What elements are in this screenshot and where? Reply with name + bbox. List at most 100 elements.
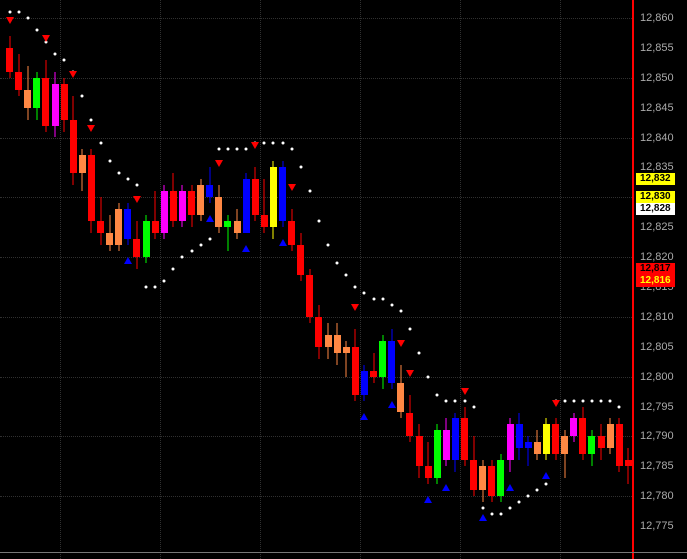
candle[interactable] — [42, 0, 49, 559]
candle[interactable] — [616, 0, 623, 559]
sar-dot — [236, 148, 239, 151]
candle[interactable] — [598, 0, 605, 559]
candle[interactable] — [52, 0, 59, 559]
sar-dot — [536, 489, 539, 492]
candle[interactable] — [234, 0, 241, 559]
candle-body — [461, 418, 468, 460]
candle[interactable] — [224, 0, 231, 559]
candle-body — [552, 424, 559, 454]
candle-body — [124, 209, 131, 239]
candle[interactable] — [170, 0, 177, 559]
sar-dot — [381, 297, 384, 300]
candle[interactable] — [61, 0, 68, 559]
y-axis-label: 12,820 — [640, 251, 674, 263]
candle[interactable] — [152, 0, 159, 559]
candle[interactable] — [143, 0, 150, 559]
sell-arrow-icon — [397, 340, 405, 347]
sell-arrow-icon — [406, 370, 414, 377]
sar-dot — [363, 291, 366, 294]
buy-arrow-icon — [124, 257, 132, 264]
candle[interactable] — [325, 0, 332, 559]
sar-dot — [317, 220, 320, 223]
candle[interactable] — [6, 0, 13, 559]
sar-dot — [590, 399, 593, 402]
candle[interactable] — [516, 0, 523, 559]
candle[interactable] — [315, 0, 322, 559]
candle[interactable] — [343, 0, 350, 559]
candle[interactable] — [279, 0, 286, 559]
candle[interactable] — [607, 0, 614, 559]
candle-body — [625, 460, 632, 466]
candle-body — [52, 84, 59, 126]
candle[interactable] — [133, 0, 140, 559]
sar-dot — [499, 513, 502, 516]
candle[interactable] — [24, 0, 31, 559]
candle[interactable] — [79, 0, 86, 559]
sar-dot — [172, 268, 175, 271]
candle[interactable] — [470, 0, 477, 559]
candle[interactable] — [33, 0, 40, 559]
candle[interactable] — [579, 0, 586, 559]
candle[interactable] — [388, 0, 395, 559]
candle[interactable] — [361, 0, 368, 559]
candle[interactable] — [534, 0, 541, 559]
candle[interactable] — [124, 0, 131, 559]
candle[interactable] — [561, 0, 568, 559]
candle[interactable] — [261, 0, 268, 559]
candle[interactable] — [570, 0, 577, 559]
candle[interactable] — [452, 0, 459, 559]
candle[interactable] — [507, 0, 514, 559]
candle[interactable] — [497, 0, 504, 559]
candle[interactable] — [215, 0, 222, 559]
candle[interactable] — [70, 0, 77, 559]
candle[interactable] — [115, 0, 122, 559]
candle[interactable] — [306, 0, 313, 559]
candle-body — [279, 167, 286, 221]
candle[interactable] — [488, 0, 495, 559]
candle[interactable] — [288, 0, 295, 559]
candle-body — [507, 424, 514, 460]
sar-dot — [245, 148, 248, 151]
sar-dot — [8, 10, 11, 13]
candle[interactable] — [352, 0, 359, 559]
candle[interactable] — [370, 0, 377, 559]
candle[interactable] — [243, 0, 250, 559]
candle[interactable] — [397, 0, 404, 559]
candle[interactable] — [461, 0, 468, 559]
candle[interactable] — [88, 0, 95, 559]
candle[interactable] — [197, 0, 204, 559]
candle[interactable] — [334, 0, 341, 559]
candle[interactable] — [379, 0, 386, 559]
candle[interactable] — [106, 0, 113, 559]
candle[interactable] — [479, 0, 486, 559]
candle[interactable] — [434, 0, 441, 559]
candle-body — [270, 167, 277, 227]
candle-body — [570, 418, 577, 436]
candle[interactable] — [188, 0, 195, 559]
candle[interactable] — [588, 0, 595, 559]
candle[interactable] — [252, 0, 259, 559]
sar-dot — [281, 142, 284, 145]
candle[interactable] — [270, 0, 277, 559]
candle[interactable] — [297, 0, 304, 559]
sar-dot — [217, 148, 220, 151]
candle[interactable] — [425, 0, 432, 559]
candle[interactable] — [416, 0, 423, 559]
sar-dot — [490, 513, 493, 516]
candle[interactable] — [179, 0, 186, 559]
candle[interactable] — [525, 0, 532, 559]
candle-body — [297, 245, 304, 275]
candlestick-chart[interactable]: { "chart": { "width": 687, "height": 559… — [0, 0, 687, 559]
sell-arrow-icon — [6, 17, 14, 24]
candle[interactable] — [625, 0, 632, 559]
candle-body — [579, 418, 586, 454]
candle[interactable] — [552, 0, 559, 559]
sell-arrow-icon — [42, 35, 50, 42]
candle[interactable] — [15, 0, 22, 559]
candle-body — [325, 335, 332, 347]
candle[interactable] — [97, 0, 104, 559]
candle[interactable] — [206, 0, 213, 559]
candle[interactable] — [443, 0, 450, 559]
candle[interactable] — [406, 0, 413, 559]
price-marker: 12,828 — [636, 203, 675, 215]
